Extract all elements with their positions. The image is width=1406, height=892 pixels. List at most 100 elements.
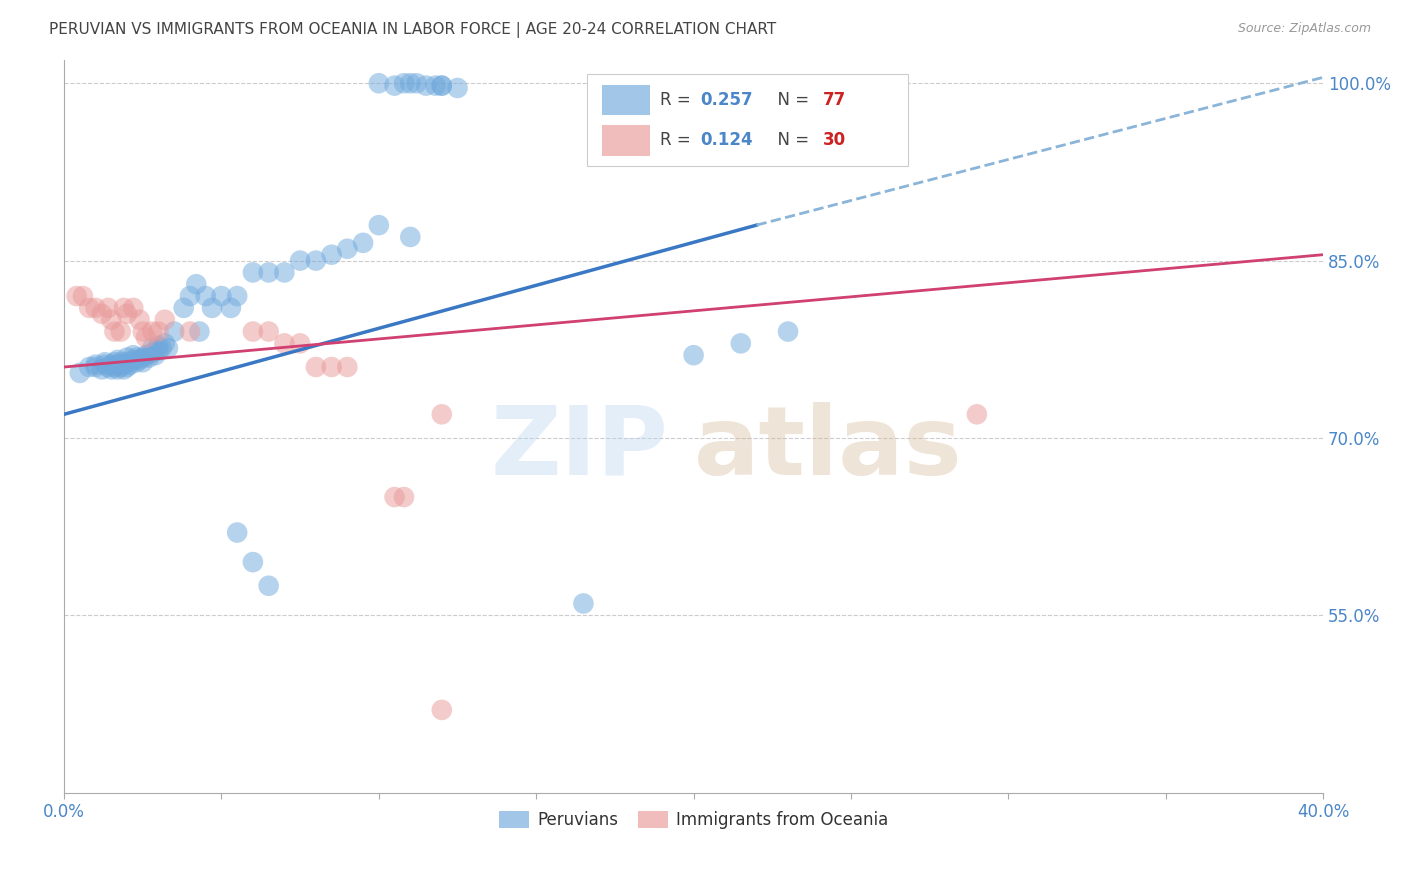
- Point: [77, 301, 100, 315]
- Point: [682, 348, 704, 362]
- Point: [219, 301, 242, 315]
- Point: [128, 352, 150, 367]
- Point: [257, 579, 280, 593]
- Point: [336, 359, 359, 374]
- Point: [336, 242, 359, 256]
- Point: [97, 359, 120, 374]
- Text: 0.124: 0.124: [700, 131, 752, 149]
- Point: [384, 78, 406, 93]
- Point: [138, 351, 160, 365]
- Point: [352, 235, 374, 250]
- Point: [110, 325, 132, 339]
- Point: [384, 490, 406, 504]
- Point: [242, 325, 264, 339]
- Point: [288, 336, 311, 351]
- Point: [405, 76, 427, 90]
- Point: [122, 301, 145, 315]
- Point: [430, 703, 453, 717]
- Point: [273, 265, 295, 279]
- Point: [242, 265, 264, 279]
- Point: [90, 307, 112, 321]
- Point: [107, 358, 129, 372]
- Point: [110, 359, 132, 374]
- Point: [156, 341, 179, 355]
- Point: [186, 277, 208, 292]
- Point: [226, 289, 249, 303]
- Point: [367, 76, 389, 90]
- Point: [125, 355, 148, 369]
- Text: ZIP: ZIP: [491, 401, 668, 495]
- Point: [84, 358, 107, 372]
- Point: [173, 301, 195, 315]
- Text: R =: R =: [659, 131, 696, 149]
- Point: [112, 301, 135, 315]
- Point: [430, 407, 453, 421]
- Point: [776, 325, 799, 339]
- Point: [153, 336, 176, 351]
- Point: [179, 289, 201, 303]
- Point: [257, 325, 280, 339]
- Point: [399, 76, 422, 90]
- Text: 30: 30: [824, 131, 846, 149]
- Point: [446, 81, 468, 95]
- Point: [115, 307, 138, 321]
- Point: [966, 407, 988, 421]
- Point: [321, 248, 343, 262]
- Point: [148, 325, 170, 339]
- Point: [201, 301, 224, 315]
- Point: [572, 597, 595, 611]
- Point: [430, 78, 453, 93]
- Point: [425, 78, 447, 93]
- Bar: [586, 74, 908, 166]
- Point: [179, 325, 201, 339]
- Point: [367, 218, 389, 232]
- Point: [107, 352, 129, 367]
- Point: [94, 358, 117, 372]
- Point: [150, 341, 173, 355]
- Point: [415, 78, 437, 93]
- Point: [194, 289, 217, 303]
- Point: [242, 555, 264, 569]
- Point: [122, 352, 145, 367]
- Point: [77, 359, 100, 374]
- Point: [132, 351, 155, 365]
- Point: [135, 348, 157, 362]
- Bar: [602, 125, 650, 155]
- Point: [100, 312, 122, 326]
- Point: [103, 325, 125, 339]
- Text: R =: R =: [659, 91, 696, 109]
- Point: [97, 301, 120, 315]
- Point: [430, 78, 453, 93]
- Point: [84, 359, 107, 374]
- Point: [392, 490, 415, 504]
- Point: [66, 289, 89, 303]
- Text: N =: N =: [766, 131, 814, 149]
- Point: [141, 346, 163, 360]
- Point: [112, 358, 135, 372]
- Point: [110, 355, 132, 369]
- Point: [321, 359, 343, 374]
- Text: 0.257: 0.257: [700, 91, 752, 109]
- Point: [153, 312, 176, 326]
- Point: [72, 289, 94, 303]
- Point: [115, 351, 138, 365]
- Point: [132, 325, 155, 339]
- Point: [100, 362, 122, 376]
- Point: [257, 265, 280, 279]
- Text: PERUVIAN VS IMMIGRANTS FROM OCEANIA IN LABOR FORCE | AGE 20-24 CORRELATION CHART: PERUVIAN VS IMMIGRANTS FROM OCEANIA IN L…: [49, 22, 776, 38]
- Point: [730, 336, 752, 351]
- Point: [288, 253, 311, 268]
- Text: N =: N =: [766, 91, 814, 109]
- Point: [226, 525, 249, 540]
- Text: Source: ZipAtlas.com: Source: ZipAtlas.com: [1237, 22, 1371, 36]
- Legend: Peruvians, Immigrants from Oceania: Peruvians, Immigrants from Oceania: [492, 804, 896, 836]
- Point: [94, 355, 117, 369]
- Point: [103, 359, 125, 374]
- Point: [122, 348, 145, 362]
- Point: [148, 343, 170, 358]
- Point: [305, 253, 328, 268]
- Point: [143, 348, 166, 362]
- Point: [141, 325, 163, 339]
- Point: [399, 230, 422, 244]
- Point: [84, 301, 107, 315]
